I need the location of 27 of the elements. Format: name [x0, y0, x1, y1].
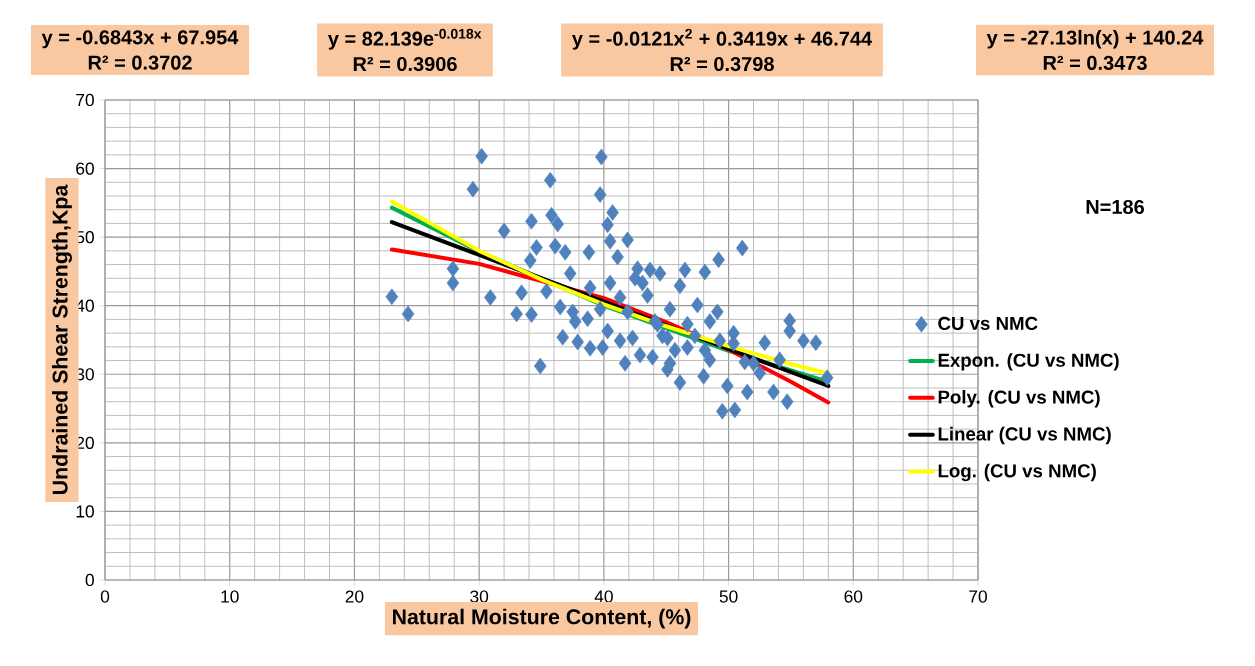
text: y = -27.13ln(x) + 140.24	[986, 29, 1204, 49]
y-tick-label: 0	[85, 573, 94, 587]
x-tick-label: 0	[100, 590, 110, 603]
text: y = -0.6843x + 67.954	[41, 30, 239, 49]
x-axis-title: Natural Moisture Content, (%)	[393, 608, 691, 629]
y-tick-label: 70	[76, 93, 94, 107]
legend-label: Poly. (CU vs NMC)	[938, 390, 1100, 408]
text: N=186	[1086, 199, 1145, 215]
x-tick-label: 10	[221, 590, 239, 603]
text: y = -0.0121x$^{2}$ + 0.3419x + 46.744	[571, 28, 873, 50]
text: y = 82.139e$^{-0.018x}$	[327, 28, 482, 50]
legend-label: Expon. (CU vs NMC)	[938, 353, 1119, 371]
legend-label: CU vs NMC	[938, 316, 1038, 331]
text: R² = 0.3473	[1043, 55, 1147, 71]
y-tick-label: 60	[76, 162, 94, 175]
text: R² = 0.3702	[88, 55, 192, 70]
text: R² = 0.3906	[353, 56, 457, 72]
y-axis-title: Undrained Shear Strength,Kpa	[51, 184, 72, 494]
y-tick-label: 10	[76, 505, 94, 518]
legend-label: Linear (CU vs NMC)	[938, 426, 1111, 445]
text: R² = 0.3798	[670, 56, 774, 72]
x-tick-label: 40	[594, 590, 613, 603]
legend-label: Log. (CU vs NMC)	[938, 463, 1096, 482]
x-tick-label: 20	[345, 590, 364, 603]
x-tick-label: 70	[969, 590, 987, 603]
x-tick-label: 60	[844, 590, 863, 603]
x-tick-label: 50	[719, 590, 738, 603]
